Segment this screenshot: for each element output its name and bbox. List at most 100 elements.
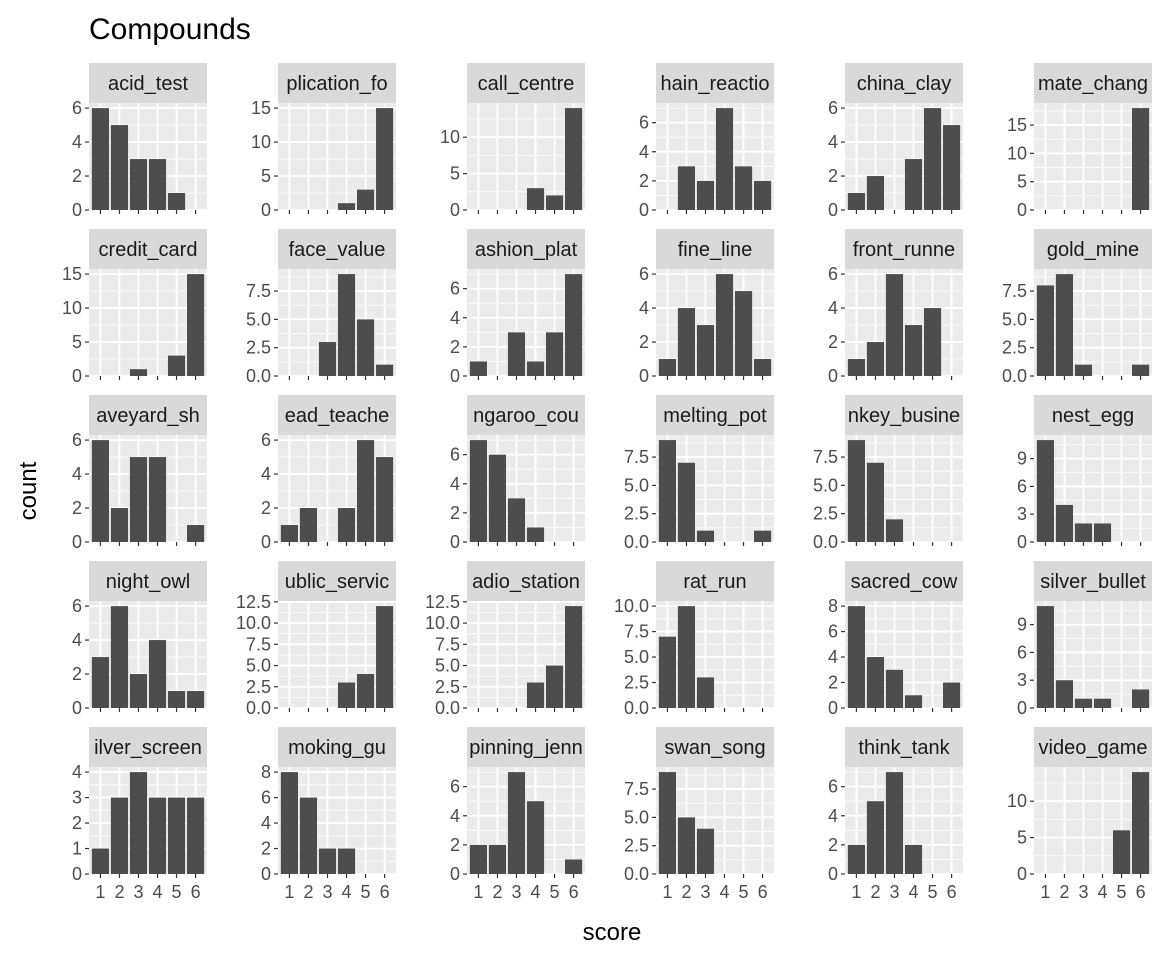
facet-panel: call_centre 0 5 10 <box>440 63 585 220</box>
facet-strip <box>467 727 585 767</box>
facet-label: ngaroo_cou <box>473 405 579 427</box>
y-tick-label: 0 <box>1017 698 1027 718</box>
facet-label: china_clay <box>857 73 952 95</box>
bar <box>507 332 526 376</box>
bar <box>545 332 564 376</box>
y-tick-label: 15 <box>251 98 271 118</box>
y-tick-label: 2 <box>72 166 82 186</box>
bar <box>904 695 923 708</box>
x-tick-label: 4 <box>720 882 730 902</box>
y-tick-label: 6 <box>261 788 271 808</box>
x-tick-label: 2 <box>1059 882 1069 902</box>
x-tick-label: 3 <box>700 882 710 902</box>
y-tick-label: 4 <box>828 647 838 667</box>
x-tick-label: 6 <box>380 882 390 902</box>
y-tick-label: 6 <box>1017 476 1027 496</box>
bar <box>1055 274 1074 376</box>
facet-panel: credit_card 0 5 10 15 <box>62 229 207 386</box>
y-tick-label: 6 <box>639 113 649 133</box>
bar <box>91 657 109 708</box>
bar <box>376 108 394 210</box>
y-tick-label: 10.0 <box>236 613 271 633</box>
bar <box>565 606 583 708</box>
x-tick-label: 3 <box>889 882 899 902</box>
y-tick-label: 10 <box>62 298 82 318</box>
y-tick-label: 2.5 <box>246 338 271 358</box>
y-tick-label: 2 <box>450 337 460 357</box>
y-tick-label: 6 <box>450 777 460 797</box>
x-tick-label: 6 <box>947 882 957 902</box>
bar <box>943 125 961 210</box>
bar <box>129 369 148 376</box>
facet-label: rat_run <box>683 571 746 593</box>
y-tick-label: 15 <box>62 264 82 284</box>
y-tick-label: 0 <box>639 366 649 386</box>
bar <box>337 274 356 376</box>
bar <box>129 772 148 874</box>
bar <box>658 440 676 542</box>
bar <box>526 682 545 708</box>
bar <box>129 674 148 708</box>
facet-panel: rat_run 0.0 2.5 5.0 7.5 10.0 <box>614 561 774 718</box>
x-tick-label: 4 <box>909 882 919 902</box>
x-axis-title: score <box>583 919 642 946</box>
y-tick-label: 12.5 <box>425 592 460 612</box>
bar <box>754 530 772 542</box>
y-tick-label: 4 <box>828 132 838 152</box>
facet-panel: ngaroo_cou 0 2 4 6 <box>450 395 585 552</box>
bar <box>866 657 885 708</box>
bar <box>885 669 904 708</box>
y-tick-label: 10 <box>1007 143 1027 163</box>
bar <box>696 530 715 542</box>
y-tick-label: 0 <box>828 864 838 884</box>
y-tick-label: 7.5 <box>624 447 649 467</box>
bar <box>469 844 487 874</box>
bar <box>923 108 942 210</box>
y-tick-label: 7.5 <box>246 634 271 654</box>
facet-label: moking_gu <box>288 737 386 759</box>
bar <box>715 274 734 376</box>
x-tick-label: 2 <box>303 882 313 902</box>
y-tick-label: 4 <box>261 813 271 833</box>
y-tick-label: 4 <box>450 806 460 826</box>
y-tick-label: 8 <box>261 762 271 782</box>
bar <box>318 342 337 376</box>
bar <box>847 359 865 376</box>
facet-panel: silver_bullet 0 3 6 9 <box>1017 561 1152 718</box>
facet-strip <box>467 229 585 269</box>
y-tick-label: 4 <box>450 308 460 328</box>
bar <box>1132 364 1150 376</box>
facet-strip <box>656 63 774 103</box>
y-tick-label: 2.5 <box>624 836 649 856</box>
bar <box>715 108 734 210</box>
bar <box>167 193 186 210</box>
bar <box>1036 285 1054 376</box>
bar <box>545 665 564 708</box>
bar <box>356 189 375 210</box>
y-tick-label: 0 <box>261 532 271 552</box>
facet-strip <box>467 395 585 435</box>
y-tick-label: 2 <box>72 498 82 518</box>
bar <box>866 342 885 376</box>
bar <box>677 166 696 210</box>
x-tick-label: 3 <box>1078 882 1088 902</box>
facet-strip <box>1034 229 1152 269</box>
bar <box>187 525 205 542</box>
y-tick-label: 7.5 <box>624 622 649 642</box>
bar <box>1055 504 1074 542</box>
facet-panel: china_clay 0 2 4 6 <box>828 63 963 220</box>
y-tick-label: 10 <box>251 132 271 152</box>
x-tick-label: 5 <box>172 882 182 902</box>
facet-strip <box>278 561 396 601</box>
facet-label: hain_reactio <box>661 73 770 95</box>
bar <box>187 797 205 874</box>
y-tick-label: 2 <box>828 166 838 186</box>
bar <box>299 508 318 542</box>
y-tick-label: 0 <box>261 200 271 220</box>
bar <box>847 606 865 708</box>
facet-strip <box>89 63 207 103</box>
y-tick-label: 2.5 <box>1002 338 1027 358</box>
y-tick-label: 4 <box>72 464 82 484</box>
bar <box>885 772 904 874</box>
